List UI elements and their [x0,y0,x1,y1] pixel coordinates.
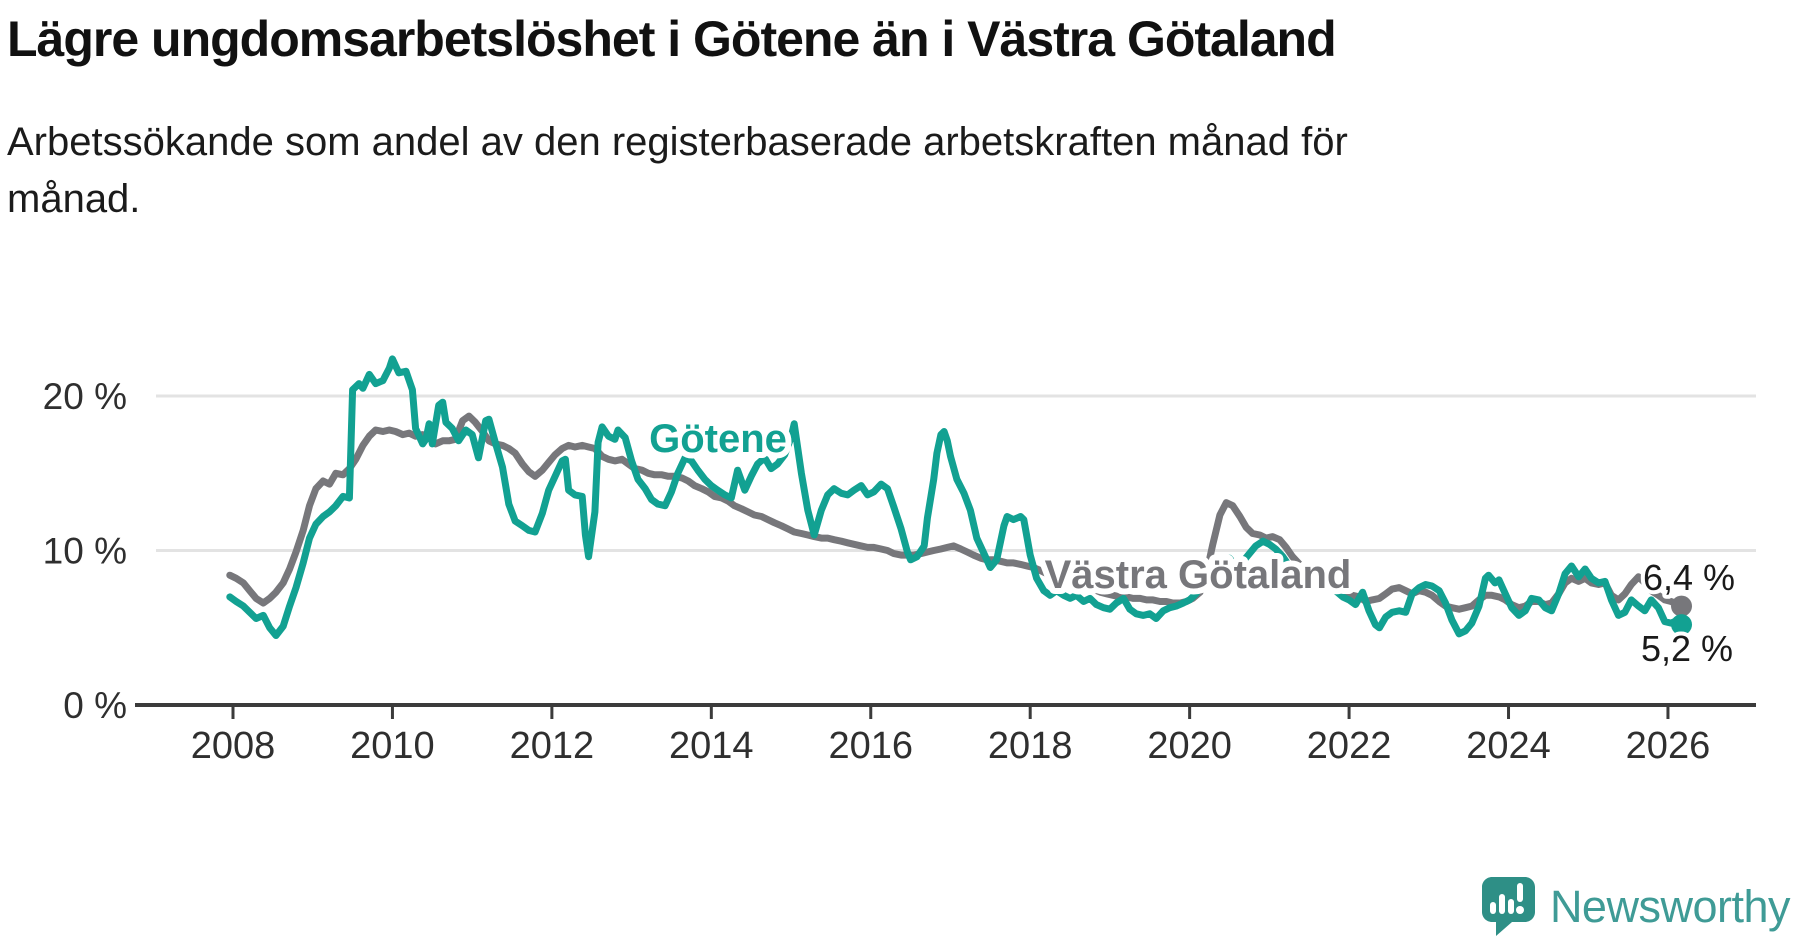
chart-subtitle: Arbetssökande som andel av den registerb… [7,120,1348,221]
x-tick-label: 2022 [1307,725,1392,767]
brand-name: Newsworthy [1549,880,1791,932]
newsworthy-logo: Newsworthy [1481,876,1791,937]
x-tick-label: 2020 [1147,725,1232,767]
x-tick-label: 2008 [191,725,276,767]
series-label-vastra-gotaland: Västra Götaland [1045,553,1352,597]
series-line-gotene [226,355,1685,639]
y-tick-label: 0 % [63,685,127,726]
newsworthy-bar-chart-icon [1481,877,1535,936]
chart-title: Lägre ungdomsarbetslöshet i Götene än i … [7,11,1337,67]
series-line-vastra-gotaland [226,412,1685,613]
series-label-gotene: Götene [649,417,787,461]
series-endpoint-dot-vastra-gotaland [1671,595,1693,617]
series-endpoint-dot-gotene [1671,614,1693,636]
x-tick-label: 2010 [350,725,435,767]
x-tick-label: 2016 [828,725,913,767]
x-tick-label: 2018 [988,725,1073,767]
y-tick-label: 10 % [43,531,127,572]
x-tick-label: 2012 [510,725,595,767]
end-value-label-vastra-gotaland: 6,4 % [1643,557,1735,598]
x-tick-label: 2026 [1626,725,1711,767]
x-tick-label: 2014 [669,725,754,767]
y-tick-label: 20 % [43,376,127,417]
end-value-label-gotene: 5,2 % [1641,628,1733,669]
x-tick-label: 2024 [1466,725,1551,767]
